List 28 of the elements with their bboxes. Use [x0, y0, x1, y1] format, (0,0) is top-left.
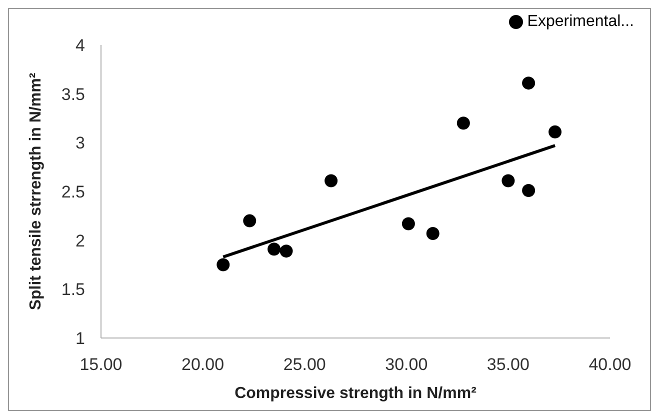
- x-axis-title: Compressive strength in N/mm²: [234, 385, 476, 402]
- y-tick-label: 3.5: [61, 84, 85, 104]
- point: [522, 76, 536, 90]
- point: [243, 214, 256, 228]
- x-tick-label: 35.00: [486, 355, 530, 374]
- y-tick-label: 1.5: [61, 280, 85, 300]
- point: [280, 244, 293, 258]
- y-tick-label: 1: [76, 329, 85, 348]
- point: [268, 242, 281, 256]
- x-tick-label: 40.00: [588, 355, 632, 374]
- point: [402, 217, 415, 230]
- point: [426, 226, 440, 240]
- point: [324, 174, 338, 188]
- x-tick-label: 30.00: [385, 355, 428, 374]
- point: [502, 174, 515, 188]
- x-tick-label: 15.00: [80, 355, 122, 374]
- y-tick-label: 2.5: [61, 182, 85, 202]
- y-tick-label: 3: [76, 134, 85, 153]
- point: [548, 125, 562, 138]
- y-axis-title: Split tensile strrength in N/mm²: [28, 72, 45, 310]
- point: [216, 258, 230, 272]
- y-tick-label: 4: [76, 36, 85, 56]
- point: [522, 184, 536, 198]
- legend-label: Experimental...: [527, 13, 634, 30]
- x-tick-label: 25.00: [283, 355, 326, 374]
- x-tick-label: 20.00: [182, 355, 224, 374]
- y-tick-label: 2: [76, 231, 85, 250]
- point: [456, 116, 470, 130]
